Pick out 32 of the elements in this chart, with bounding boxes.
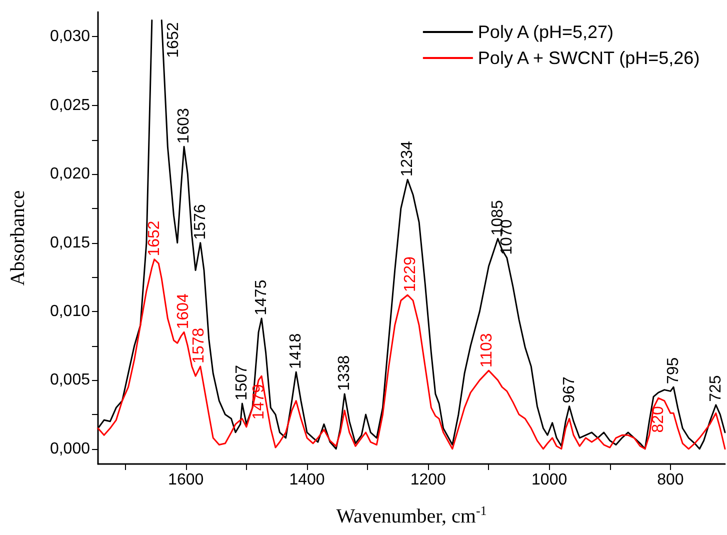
annotation: 1338 [336,355,354,391]
y-axis-title: Absorbance [7,190,29,286]
legend-label: Poly A + SWCNT (pH=5,26) [478,48,700,68]
y-tick-label: 0,010 [50,303,90,320]
line-series [97,258,726,450]
y-tick-label: 0,000 [50,440,90,458]
x-tick-label: 800 [657,472,684,488]
annotation: 1578 [190,328,208,364]
annotation: 1652 [165,22,182,58]
annotation: 1234 [399,140,416,177]
annotation: 1604 [174,293,192,330]
annotation: 967 [560,376,578,404]
annotation: 1418 [288,333,305,369]
x-tick-label: 1400 [289,472,325,488]
x-tick-label: 1200 [410,472,446,488]
annotation: 1475 [253,280,270,316]
y-tick-label: 0,005 [50,372,90,389]
annotation: 1229 [402,256,420,292]
legend-label: Poly A (pH=5,27) [478,22,614,42]
y-tick-label: 0,015 [50,234,90,252]
annotation: 1603 [176,108,193,144]
annotation: 1576 [192,204,209,240]
annotation: 1103 [478,333,496,368]
x-tick-label: 1000 [532,472,568,488]
annotation: 1652 [146,220,163,256]
y-tick-label: 0,025 [50,96,90,114]
y-tick-label: 0,020 [50,166,90,183]
annotation: 725 [707,375,724,402]
annotation: 1507 [234,364,251,401]
x-tick-label: 1600 [168,472,204,488]
annotation: 795 [665,357,682,384]
y-tick-label: 0,030 [50,28,90,46]
